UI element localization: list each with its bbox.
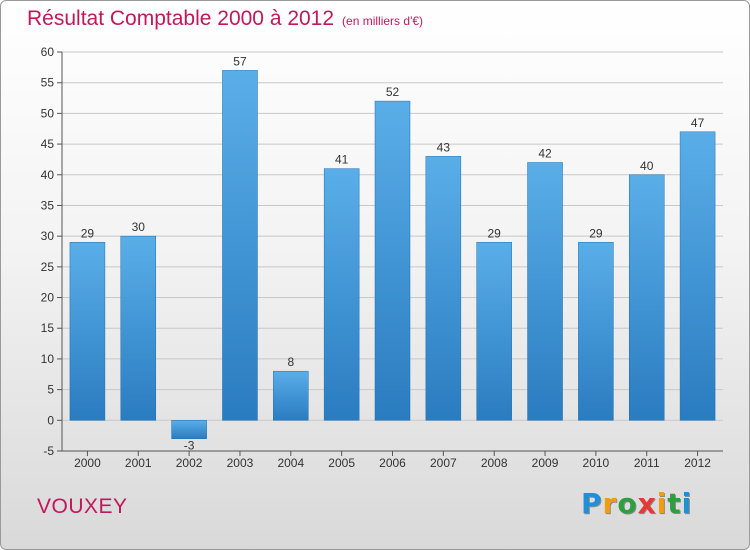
x-tick-label-2006: 2006 [379, 456, 406, 470]
bar-2006 [374, 100, 411, 421]
bars [69, 70, 716, 439]
data-label-2012: 47 [691, 116, 705, 130]
data-label-2002: -3 [184, 439, 195, 453]
data-label-2000: 29 [81, 226, 95, 240]
x-tick-label-2011: 2011 [634, 456, 660, 470]
x-tick-label-2001: 2001 [125, 456, 152, 470]
data-label-2008: 29 [488, 226, 502, 240]
y-tick-label: 45 [41, 137, 55, 151]
bar-2000 [69, 242, 106, 421]
data-label-2004: 8 [287, 355, 294, 369]
logo-letter: o [617, 487, 638, 520]
x-tick-label-2002: 2002 [176, 456, 203, 470]
chart-title: Résultat Comptable 2000 à 2012 (en millie… [27, 7, 423, 31]
bar-2001 [120, 235, 157, 421]
proxiti-logo: Proxiti [581, 487, 692, 520]
y-tick-label: 60 [41, 45, 55, 59]
logo-letter: P [581, 487, 603, 520]
x-tick-label-2012: 2012 [684, 456, 711, 470]
data-label-2007: 43 [437, 140, 451, 154]
y-tick-label: 40 [41, 168, 55, 182]
bar-2003 [222, 70, 258, 421]
labels: -5 0 5 10 15 20 25 30 35 40 45 50 55 60 29 2000 30 2001 -3… [41, 45, 712, 470]
bar-2004 [273, 370, 309, 421]
bar-2005 [323, 168, 360, 421]
chart-subtitle: (en milliers d'€) [342, 14, 424, 28]
logo-letter: i [681, 487, 693, 520]
data-label-2009: 42 [538, 146, 552, 160]
data-label-2006: 52 [386, 85, 400, 99]
logo-letter: x [637, 487, 657, 520]
data-label-2003: 57 [233, 54, 247, 68]
chart-title-text: Résultat Comptable 2000 à 2012 [27, 7, 335, 30]
x-tick-label-2004: 2004 [277, 456, 304, 470]
bar-2002 [171, 420, 207, 439]
x-tick-label-2010: 2010 [583, 456, 610, 470]
x-tick-label-2000: 2000 [74, 456, 101, 470]
bar-2009 [527, 162, 563, 421]
logo-letter: t [667, 487, 682, 520]
y-tick-label: 15 [41, 321, 55, 335]
y-tick-label: 5 [47, 383, 54, 397]
logo-letter: i [656, 487, 668, 520]
logo-letter: r [602, 487, 618, 520]
y-tick-label: 10 [41, 352, 55, 366]
bar-2008 [476, 242, 512, 421]
data-label-2010: 29 [589, 226, 603, 240]
bar-2011 [628, 174, 665, 421]
bar-2007 [425, 156, 462, 421]
y-tick-label: 50 [41, 106, 55, 120]
axes [57, 51, 723, 456]
x-tick-label-2009: 2009 [532, 456, 559, 470]
data-label-2011: 40 [640, 159, 654, 173]
bar-2012 [679, 131, 716, 421]
x-tick-label-2003: 2003 [227, 456, 254, 470]
data-label-2005: 41 [335, 153, 349, 167]
bar-2010 [578, 242, 614, 421]
y-tick-label: 25 [41, 260, 55, 274]
y-tick-label: -5 [43, 444, 54, 458]
y-tick-label: 20 [41, 291, 55, 305]
data-label-2001: 30 [132, 220, 146, 234]
y-tick-label: 30 [41, 229, 55, 243]
y-tick-label: 35 [41, 198, 55, 212]
commune-name: VOUXEY [37, 495, 128, 518]
x-tick-label-2005: 2005 [328, 456, 355, 470]
x-tick-label-2008: 2008 [481, 456, 508, 470]
y-tick-label: 55 [41, 76, 55, 90]
x-tick-label-2007: 2007 [430, 456, 457, 470]
y-tick-label: 0 [47, 413, 54, 427]
